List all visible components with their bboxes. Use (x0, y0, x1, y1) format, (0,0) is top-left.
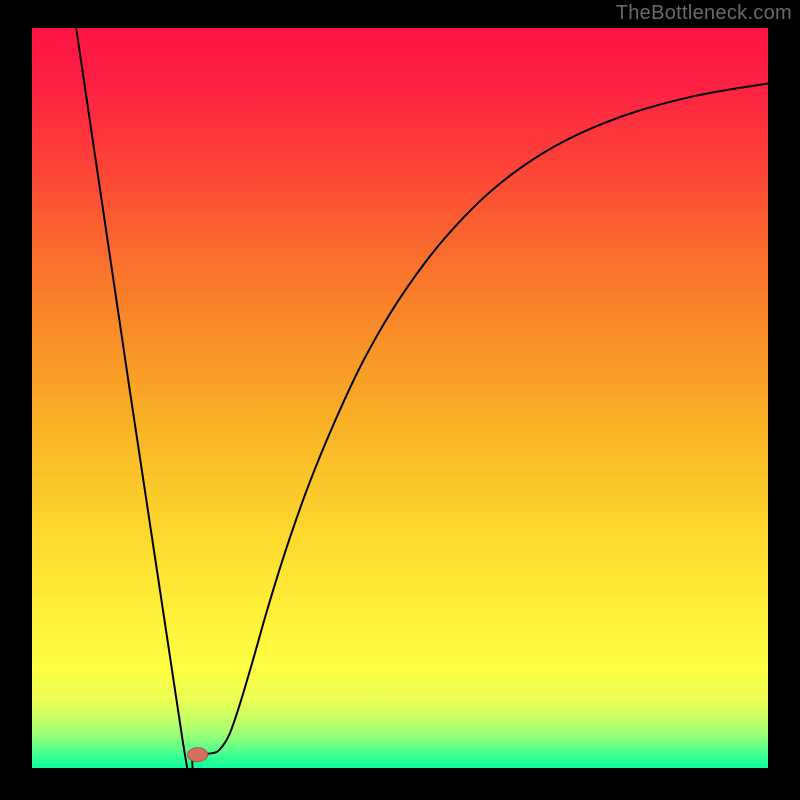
watermark-text: TheBottleneck.com (616, 2, 792, 25)
chart-container: TheBottleneck.com (0, 0, 800, 800)
plot-area (32, 28, 768, 768)
gradient-background (32, 28, 768, 768)
